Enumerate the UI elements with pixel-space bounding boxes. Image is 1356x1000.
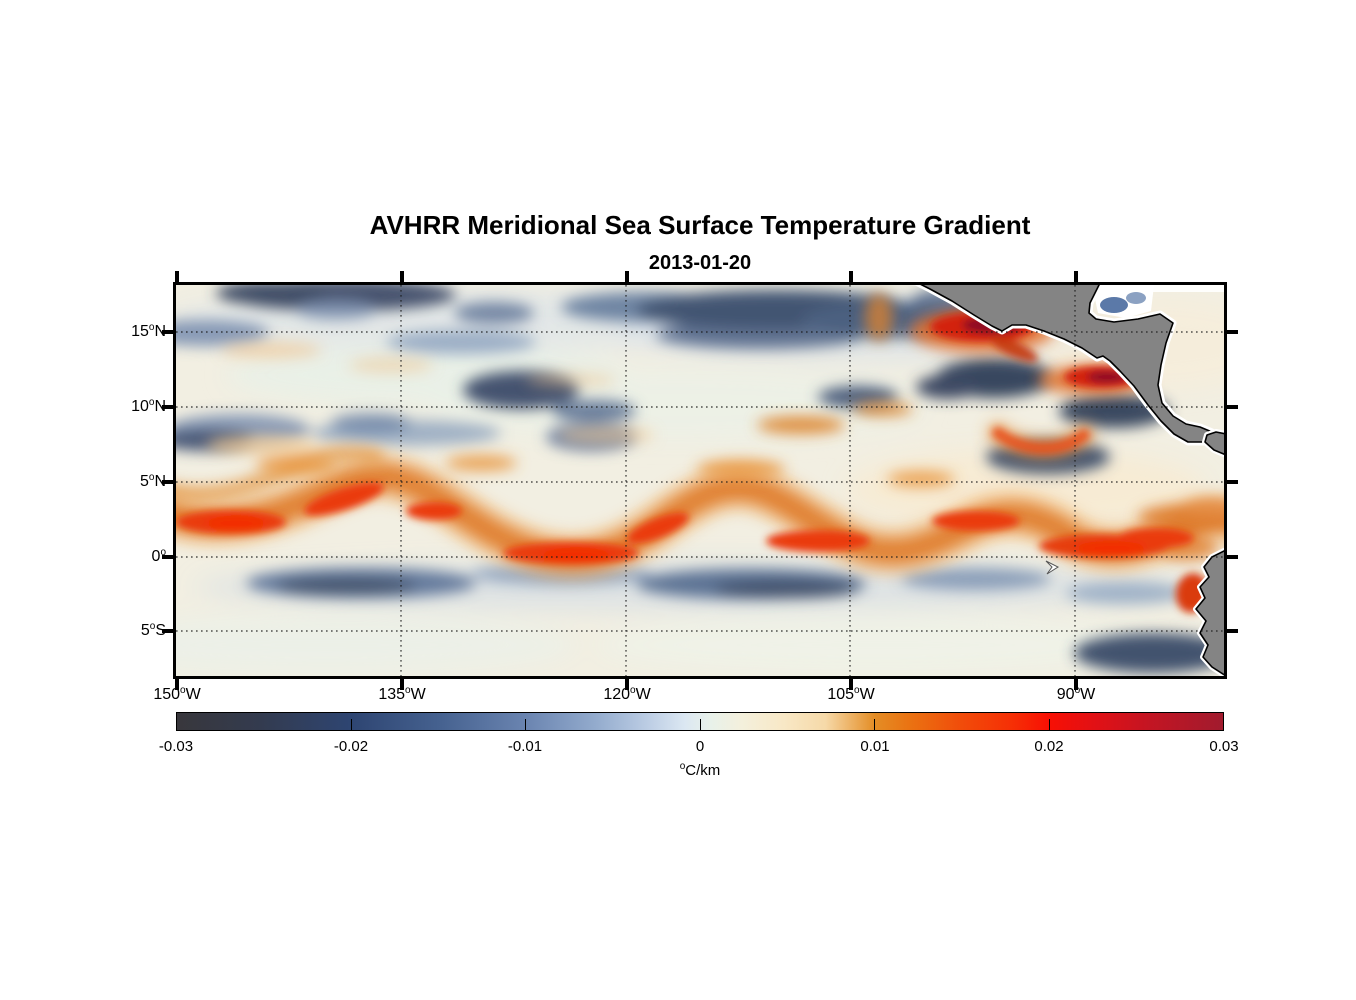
colorbar-label-neg003: -0.03 <box>158 738 194 755</box>
y-tick-label-5s: 5oS <box>140 621 166 640</box>
degree-symbol: o <box>180 685 186 696</box>
y-tick-mark <box>162 330 173 334</box>
colorbar-label-neg002: -0.02 <box>333 738 369 755</box>
x-tick-mark <box>175 271 179 282</box>
y-tick-mark <box>162 629 173 633</box>
degree-symbol: o <box>160 547 166 558</box>
caribbean-blue-patch <box>1100 297 1128 313</box>
x-tick-mark <box>175 679 179 690</box>
degree-symbol: o <box>148 397 155 408</box>
degree-symbol: o <box>149 621 156 632</box>
x-tick-mark <box>1074 271 1078 282</box>
chart-subtitle: 2013-01-20 <box>648 252 752 274</box>
colorbar-tick-mark <box>351 719 352 730</box>
galapagos-marker <box>1045 560 1060 575</box>
colorbar-label-001: 0.01 <box>860 738 890 755</box>
y-tick-mark <box>162 555 173 559</box>
y-tick-mark <box>162 480 173 484</box>
gulf-of-honduras-nodata <box>1092 285 1224 318</box>
y-tick-label-10n: 10oN <box>131 397 166 416</box>
degree-symbol: o <box>1074 685 1081 696</box>
degree-symbol: o <box>679 761 686 772</box>
land-south-america <box>1193 547 1224 676</box>
chart-title: AVHRR Meridional Sea Surface Temperature… <box>369 210 1031 240</box>
degree-symbol: o <box>148 472 155 483</box>
colorbar-tick-mark <box>1049 719 1050 730</box>
colorbar-label-002: 0.02 <box>1034 738 1064 755</box>
x-tick-mark <box>849 679 853 690</box>
gridlines <box>176 285 1224 676</box>
colorbar-tick-mark <box>700 719 701 730</box>
y-tick-label-15n: 15oN <box>131 322 166 341</box>
land-fill <box>920 285 1215 443</box>
y-tick-label-0: 0o <box>151 547 166 566</box>
degree-symbol: o <box>405 685 411 696</box>
degree-symbol: o <box>630 685 636 696</box>
colorbar-label-neg001: -0.01 <box>507 738 543 755</box>
colorbar-unit-label: oC/km <box>679 761 721 780</box>
colorbar-gradient <box>176 712 1224 731</box>
x-tick-mark <box>400 679 404 690</box>
x-tick-mark <box>849 271 853 282</box>
y-tick-mark <box>1227 480 1238 484</box>
front-red-cores <box>176 482 1194 564</box>
degree-symbol: o <box>854 685 860 696</box>
y-tick-label-5n: 5oN <box>139 472 166 491</box>
colorbar-label-003: 0.03 <box>1209 738 1239 755</box>
x-tick-label-120w: 120oW <box>603 685 651 704</box>
land-central-america <box>908 285 1224 458</box>
sst-gradient-map <box>173 282 1227 679</box>
y-tick-mark <box>1227 405 1238 409</box>
land-fill <box>1204 431 1224 456</box>
caribbean-blue-patch <box>1126 292 1146 304</box>
colorbar-label-zero: 0 <box>695 738 705 755</box>
degree-symbol: o <box>148 322 155 333</box>
y-tick-mark <box>1227 629 1238 633</box>
x-tick-label-150w: 150oW <box>153 685 201 704</box>
land-fill <box>1195 550 1224 676</box>
x-tick-mark <box>625 679 629 690</box>
negative-gradient-patches <box>176 285 1224 673</box>
x-tick-label-135w: 135oW <box>378 685 426 704</box>
colorbar-tick-mark <box>874 719 875 730</box>
x-tick-label-105w: 105oW <box>827 685 875 704</box>
y-tick-mark <box>1227 555 1238 559</box>
x-tick-mark <box>400 271 404 282</box>
colorbar-tick-mark <box>525 719 526 730</box>
y-tick-mark <box>1227 330 1238 334</box>
y-tick-mark <box>162 405 173 409</box>
sst-field-svg <box>176 285 1224 676</box>
x-tick-mark <box>625 271 629 282</box>
x-tick-mark <box>1074 679 1078 690</box>
x-tick-label-90w: 90oW <box>1056 685 1096 704</box>
